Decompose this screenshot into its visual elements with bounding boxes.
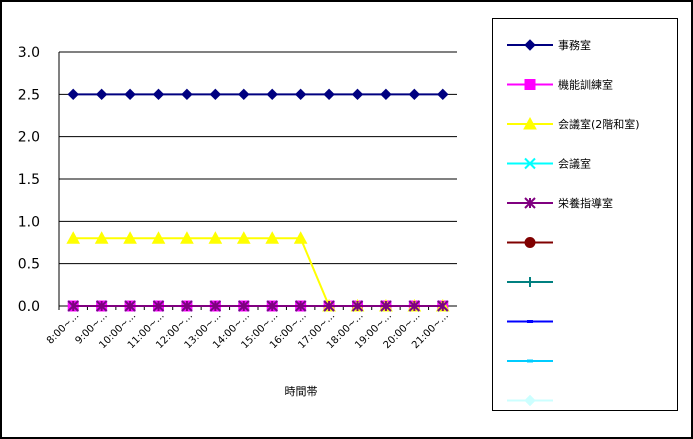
data-point bbox=[152, 88, 165, 101]
y-axis-ticks: 0.0 0.5 1.0 1.5 2.0 2.5 3.0 bbox=[18, 45, 40, 315]
y-tick-label: 0.0 bbox=[18, 299, 40, 315]
legend-marker bbox=[525, 277, 535, 287]
y-tick-label: 1.0 bbox=[18, 214, 40, 230]
data-point bbox=[67, 300, 79, 312]
legend-marker bbox=[524, 237, 536, 248]
legend-marker bbox=[524, 394, 536, 407]
data-point bbox=[351, 88, 364, 101]
legend-marker bbox=[524, 39, 536, 51]
data-point bbox=[238, 300, 250, 312]
data-point bbox=[95, 88, 108, 101]
legend-label: 栄養指導室 bbox=[558, 196, 613, 210]
data-point bbox=[208, 231, 223, 244]
x-axis-label: 時間帯 bbox=[285, 385, 318, 398]
data-point bbox=[293, 231, 308, 244]
legend-item: 栄養指導室 bbox=[507, 196, 613, 210]
data-point bbox=[380, 88, 392, 101]
series-3 bbox=[66, 231, 450, 312]
legend-item bbox=[507, 277, 553, 287]
series-line bbox=[73, 237, 443, 307]
series-group bbox=[66, 88, 450, 312]
legend-marker bbox=[527, 359, 533, 363]
legend-item bbox=[507, 237, 553, 248]
legend-item: 会議室(2階和室) bbox=[507, 116, 640, 131]
legend-marker bbox=[524, 157, 536, 170]
data-point bbox=[209, 300, 222, 312]
gridlines bbox=[58, 51, 457, 307]
data-point bbox=[181, 300, 193, 312]
legend-label: 会議室 bbox=[558, 157, 591, 171]
series-5 bbox=[67, 300, 449, 312]
legend-item bbox=[507, 394, 553, 407]
data-point bbox=[209, 88, 222, 101]
legend-marker bbox=[524, 197, 536, 209]
y-tick-label: 3.0 bbox=[18, 45, 40, 61]
data-point bbox=[152, 300, 165, 312]
data-point bbox=[323, 88, 335, 101]
y-tick-label: 2.5 bbox=[18, 87, 40, 103]
legend-label: 事務室 bbox=[558, 38, 591, 52]
legend-item: 事務室 bbox=[507, 38, 591, 52]
legend-marker bbox=[523, 116, 537, 130]
legend-item: 会議室 bbox=[507, 157, 591, 171]
data-point bbox=[94, 231, 109, 244]
data-point bbox=[67, 88, 79, 101]
data-point bbox=[180, 231, 194, 244]
data-point bbox=[266, 300, 278, 312]
data-point bbox=[124, 88, 136, 101]
data-point bbox=[236, 231, 251, 244]
data-point bbox=[123, 231, 137, 244]
data-point bbox=[323, 300, 335, 312]
legend-item bbox=[507, 320, 553, 323]
x-axis-ticks: 8:00~...9:00~...10:00~...11:00~...12:00~… bbox=[45, 306, 451, 351]
data-point bbox=[294, 300, 307, 312]
data-point bbox=[294, 88, 307, 101]
data-point bbox=[408, 300, 421, 312]
y-tick-label: 1.5 bbox=[18, 172, 40, 188]
legend-item: 機能訓練室 bbox=[507, 78, 613, 92]
data-point bbox=[437, 88, 449, 101]
series-1 bbox=[67, 88, 449, 101]
legend-label: 機能訓練室 bbox=[558, 78, 613, 92]
data-point bbox=[66, 231, 81, 244]
data-point bbox=[265, 231, 280, 244]
legend-marker bbox=[524, 79, 536, 90]
data-point bbox=[408, 88, 421, 101]
data-point bbox=[238, 88, 250, 101]
data-point bbox=[124, 300, 136, 312]
legend-label: 会議室(2階和室) bbox=[558, 117, 640, 131]
y-tick-label: 2.0 bbox=[18, 130, 40, 146]
data-point bbox=[437, 300, 449, 312]
data-point bbox=[181, 88, 193, 101]
legend-item bbox=[507, 359, 553, 363]
data-point bbox=[351, 300, 364, 312]
data-point bbox=[151, 231, 166, 244]
legend-marker bbox=[527, 320, 533, 323]
y-tick-label: 0.5 bbox=[18, 257, 40, 273]
data-point bbox=[95, 300, 108, 312]
data-point bbox=[380, 300, 392, 312]
data-point bbox=[266, 88, 278, 101]
